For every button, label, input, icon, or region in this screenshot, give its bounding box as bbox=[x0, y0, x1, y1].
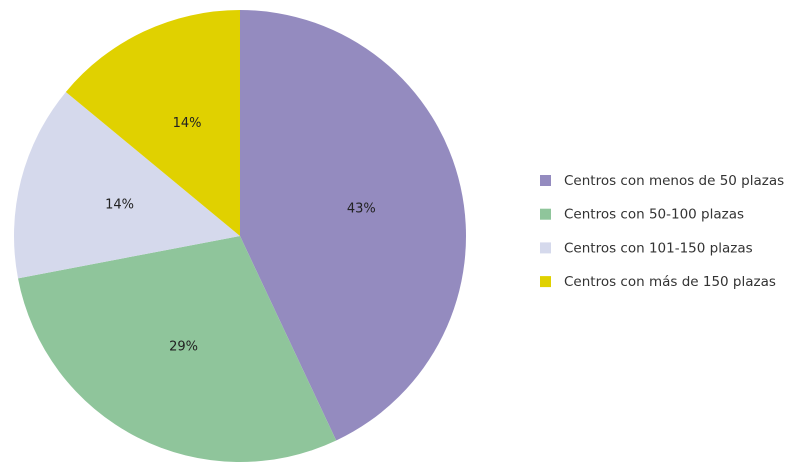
pie-slice bbox=[240, 10, 466, 441]
legend-label: Centros con 101-150 plazas bbox=[564, 240, 753, 256]
legend-label: Centros con 50-100 plazas bbox=[564, 207, 744, 223]
pie-slice bbox=[18, 236, 337, 462]
slice-label: 43% bbox=[347, 201, 376, 216]
slice-label: 29% bbox=[169, 339, 198, 354]
legend-label: Centros con más de 150 plazas bbox=[564, 274, 776, 290]
legend-swatch bbox=[540, 242, 551, 254]
slice-label: 14% bbox=[173, 116, 202, 131]
legend-label: Centros con menos de 50 plazas bbox=[564, 173, 784, 189]
legend-swatch bbox=[540, 175, 551, 186]
pie-slice bbox=[13, 91, 240, 279]
slice-label: 14% bbox=[105, 198, 134, 213]
legend-swatch bbox=[540, 208, 551, 220]
pie-slice bbox=[65, 10, 240, 236]
legend-swatch bbox=[540, 276, 551, 288]
